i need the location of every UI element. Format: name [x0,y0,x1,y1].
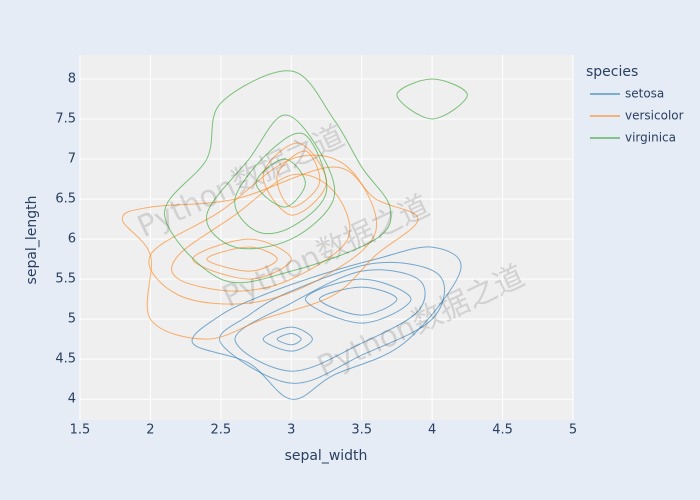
contour-line [171,173,351,292]
x-tick-label: 1.5 [70,423,91,438]
contour-line [164,70,392,284]
contour-line [304,278,412,324]
contour-line [192,238,292,280]
legend-label: versicolor [625,109,684,123]
legend-title: species [586,64,638,80]
contour-line [191,246,462,400]
contour-line [255,158,306,208]
contour-line [276,150,321,208]
contour-line [396,78,468,120]
y-tick-label: 7 [68,152,76,167]
contour-line [234,269,426,372]
y-tick-label: 7.5 [55,112,76,127]
y-tick-label: 5.5 [55,272,76,287]
x-tick-label: 2 [146,423,154,438]
contour-line [148,154,378,305]
contour-line [318,286,398,316]
x-axis-title: sepal_width [285,448,368,464]
contour-line [219,261,445,384]
legend-label: setosa [625,87,664,101]
contour-line [206,114,336,250]
contour-line [262,326,313,352]
contour-line [206,246,278,272]
y-tick-label: 4.5 [55,352,76,367]
y-tick-label: 6.5 [55,192,76,207]
x-tick-label: 2.5 [211,423,232,438]
y-tick-label: 6 [68,232,76,247]
y-tick-label: 4 [68,392,76,407]
x-tick-label: 3.5 [351,423,372,438]
x-tick-label: 3 [287,423,295,438]
legend-label: virginica [625,131,676,145]
x-tick-label: 4 [428,423,436,438]
y-tick-label: 8 [68,72,76,87]
contour-line [276,333,302,346]
y-axis-title: sepal_length [24,196,40,285]
y-tick-label: 5 [68,312,76,327]
contour-line [234,132,328,235]
x-tick-label: 4.5 [492,423,513,438]
x-tick-label: 5 [569,423,577,438]
